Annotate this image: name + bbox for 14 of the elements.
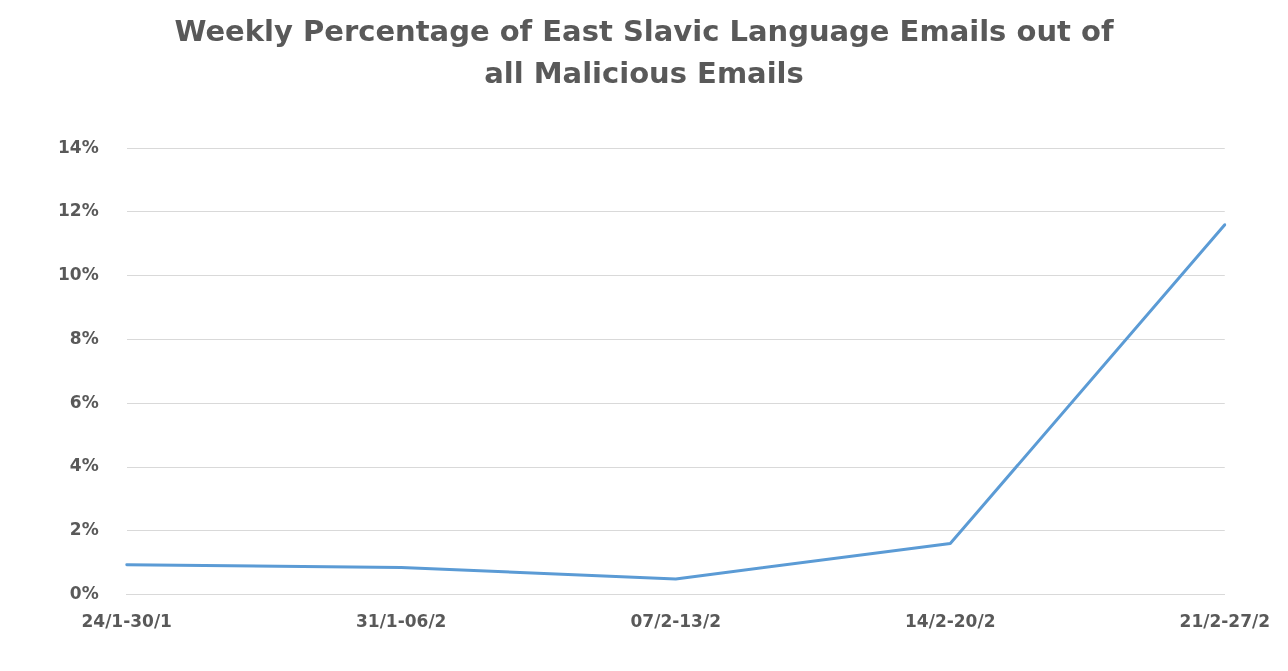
y-tick-label: 2% (69, 519, 99, 540)
y-tick-label: 6% (69, 391, 99, 412)
x-tick-label: 31/1-06/2 (355, 611, 447, 632)
y-tick-label: 8% (69, 327, 99, 348)
x-tick-label: 21/2-27/2 (1179, 611, 1270, 632)
x-tick-label: 24/1-30/1 (81, 611, 172, 632)
x-tick-label: 14/2-20/2 (905, 611, 996, 632)
chart-title: Weekly Percentage of East Slavic Language Emails out of all Malicious Emails (173, 13, 1115, 92)
y-tick-label: 0% (69, 583, 99, 604)
y-tick-label: 14% (57, 136, 99, 157)
y-tick-label: 4% (69, 455, 99, 476)
x-tick-label: 07/2-13/2 (630, 611, 721, 632)
y-tick-label: 12% (57, 200, 99, 221)
y-tick-label: 10% (57, 264, 99, 285)
